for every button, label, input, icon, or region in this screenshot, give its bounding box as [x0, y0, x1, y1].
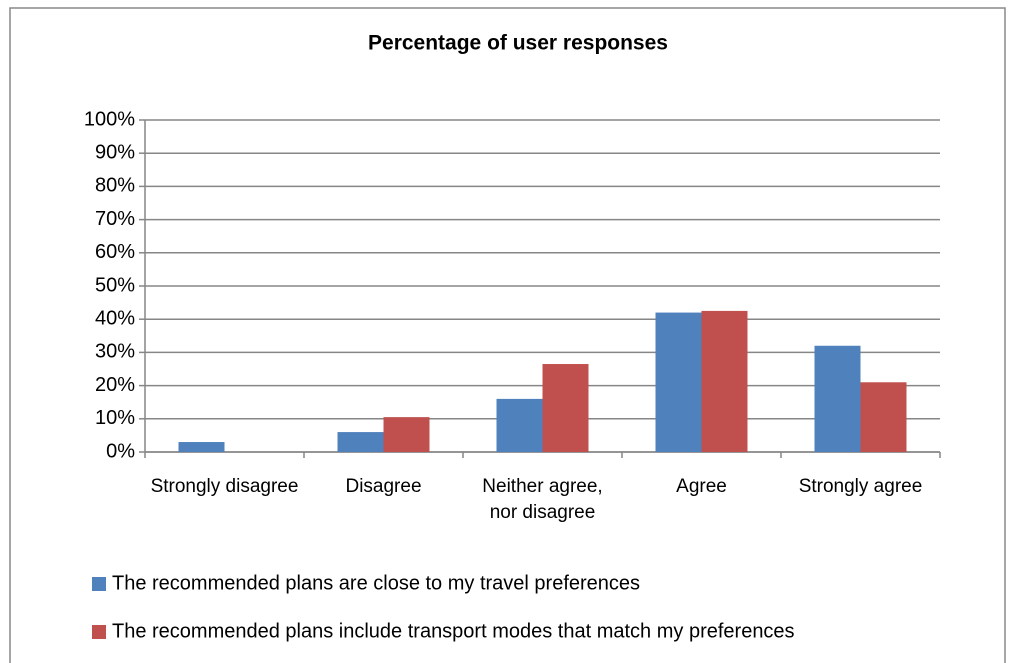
bar — [814, 345, 861, 452]
x-tick-label: Agree — [676, 476, 727, 497]
x-tick-label: Disagree — [345, 476, 422, 497]
y-tick-label: 20% — [95, 374, 135, 396]
y-tick-label: 70% — [95, 208, 135, 230]
bar — [542, 364, 589, 452]
x-tick-label: Neither agree, nor disagree — [482, 476, 603, 523]
bar — [337, 432, 384, 452]
y-tick-label: 10% — [95, 407, 135, 429]
y-tick-label: 80% — [95, 175, 135, 197]
y-tick-label: 90% — [95, 141, 135, 163]
legend-swatch — [92, 625, 106, 639]
y-tick-label: 40% — [95, 307, 135, 329]
bar — [860, 382, 907, 452]
bar — [496, 398, 543, 452]
y-tick-label: 50% — [95, 274, 135, 296]
y-tick-label: 100% — [84, 108, 135, 130]
x-tick-label: Strongly agree — [798, 476, 923, 497]
bar — [383, 417, 430, 452]
bar — [701, 310, 748, 452]
legend-label: The recommended plans are close to my tr… — [112, 572, 640, 594]
y-tick-label: 30% — [95, 341, 135, 363]
bar — [178, 442, 225, 452]
bar — [655, 312, 702, 452]
x-tick-label: Strongly disagree — [150, 476, 299, 497]
y-tick-label: 0% — [106, 440, 135, 462]
legend-label: The recommended plans include transport … — [112, 620, 795, 642]
chart-title: Percentage of user responses — [368, 32, 668, 55]
y-tick-label: 60% — [95, 241, 135, 263]
chart-frame — [9, 7, 1006, 663]
legend-swatch — [92, 577, 106, 591]
